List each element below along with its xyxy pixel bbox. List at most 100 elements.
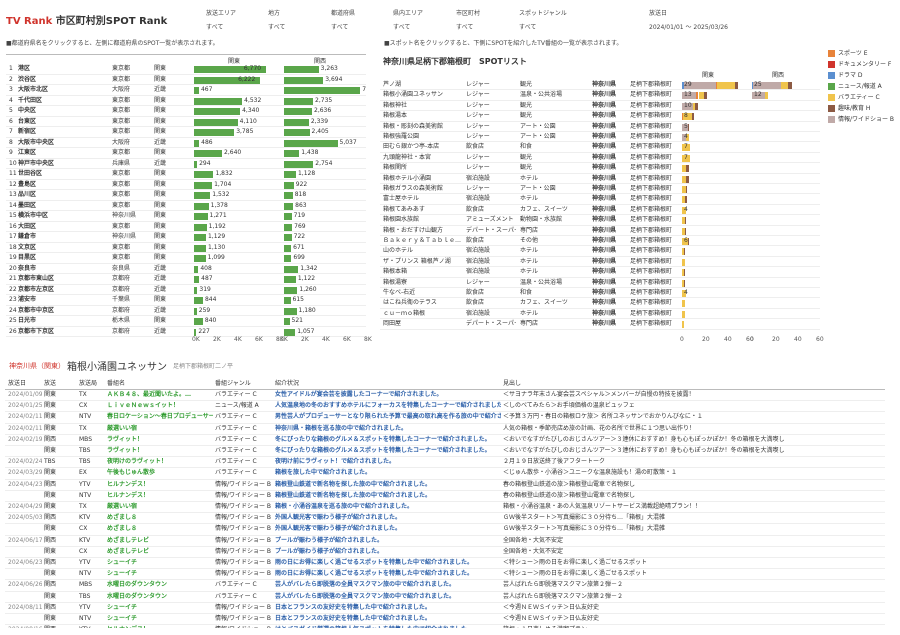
spot-row[interactable]: 箱根小涌園ユネッサン レジャー 温泉・公共浴場 神奈川県 足柄下郡箱根町 13 12: [380, 90, 820, 101]
city-name[interactable]: 江東区: [18, 149, 37, 156]
legend-item[interactable]: ドラマ D: [828, 72, 894, 83]
filter-1[interactable]: 地方 すべて: [268, 8, 285, 31]
spot-name[interactable]: ザ・プリンス 箱根芦ノ湖: [383, 257, 451, 265]
legend-item[interactable]: ニュース/報道 A: [828, 83, 894, 94]
spot-name[interactable]: 箱根小涌園ユネッサン: [383, 91, 444, 99]
detail-row[interactable]: 2024/06/26 関西 MBS 水曜日のダウンタウン バラエティー C 芸人がバレたら…: [5, 580, 885, 592]
rank-row[interactable]: 18 文京区 東京都 関東 1,130 671: [6, 243, 366, 253]
spot-name[interactable]: 富士屋ホテル: [383, 195, 420, 203]
city-name[interactable]: 神戸市中央区: [18, 159, 55, 167]
program-name[interactable]: シューイチ: [107, 603, 138, 611]
rank-row[interactable]: 6 台東区 東京都 関東 4,110 2,339: [6, 117, 366, 127]
rank-row[interactable]: 5 中央区 東京都 関東 4,340 2,636: [6, 106, 366, 117]
city-name[interactable]: 豊島区: [18, 180, 37, 188]
spot-row[interactable]: はこね兵衛のテラス 飲食店 カフェ、スイーツ 神奈川県 足柄下郡箱根町: [380, 298, 820, 309]
detail-row[interactable]: 2024/01/09 関東 TX ＡＫＢ４８、最近聞いたよ。… バラエティー C 女性アイ…: [5, 390, 885, 402]
spot-row[interactable]: ザ・プリンス 箱根芦ノ湖 宿泊施設 ホテル 神奈川県 足柄下郡箱根町: [380, 257, 820, 268]
program-name[interactable]: めざまし８: [107, 525, 138, 533]
rank-row[interactable]: 25 日光市 栃木県 関東 840 521: [6, 316, 366, 327]
detail-row[interactable]: 関東 NTV シューイチ 情報/ワイドショー B 日本とフランスの友好史を特集した中で紹…: [5, 614, 885, 626]
legend-item[interactable]: 情報/ワイドショー B: [828, 116, 894, 127]
city-name[interactable]: 港区: [18, 65, 31, 72]
spot-row[interactable]: 箱根関所 レジャー 観光 神奈川県 足柄下郡箱根町: [380, 163, 820, 174]
city-name[interactable]: 目黒区: [18, 254, 37, 261]
program-name[interactable]: ヒルナンデス！: [107, 480, 150, 488]
program-name[interactable]: ラヴィット！: [107, 447, 144, 454]
filter-value[interactable]: すべて: [456, 24, 474, 31]
city-name[interactable]: 浦安市: [18, 296, 37, 303]
rank-row[interactable]: 20 奈良市 奈良県 近畿 408 1,342: [6, 264, 366, 274]
filter-value[interactable]: すべて: [331, 24, 349, 31]
detail-row[interactable]: 2024/04/29 関東 TX 厳選いい宿 情報/ワイドショー B 箱根・小涌谷温泉を巡…: [5, 502, 885, 514]
spot-row[interactable]: 牛なべ-右近 飲食店 和食 神奈川県 足柄下郡箱根町 4: [380, 288, 820, 299]
rank-row[interactable]: 13 品川区 東京都 関東 1,532 818: [6, 190, 366, 201]
program-name[interactable]: 厳選いい宿: [107, 503, 138, 510]
spot-row[interactable]: 箱根・彫刻の森美術館 レジャー アート・公園 神奈川県 足柄下郡箱根町 5: [380, 122, 820, 132]
filter-value[interactable]: すべて: [393, 24, 411, 31]
detail-row[interactable]: 2024/05/03 関西 KTV めざまし８ 情報/ワイドショー B 外国人観光客で賑わ…: [5, 513, 885, 525]
detail-row[interactable]: 2024/04/23 関西 YTV ヒルナンデス！ 情報/ワイドショー B 箱根登山鉄道で…: [5, 480, 885, 491]
spot-row[interactable]: 箱根ガラスの森美術館 レジャー アート・公園 神奈川県 足柄下郡箱根町: [380, 184, 820, 195]
spot-name[interactable]: 箱根神社: [383, 101, 408, 109]
filter-2[interactable]: 都道府県 すべて: [331, 8, 355, 31]
spot-name[interactable]: 山のホテル: [383, 247, 414, 255]
spot-name[interactable]: 芦ノ湖: [383, 81, 402, 88]
rank-row[interactable]: 22 京都市左京区 京都府 近畿 319 1,260: [6, 285, 366, 295]
spot-row[interactable]: 箱根湯寮 レジャー 温泉・公共浴場 神奈川県 足柄下郡箱根町: [380, 278, 820, 288]
spot-row[interactable]: 箱根てあみあす 飲食店 カフェ、スイーツ 神奈川県 足柄下郡箱根町 4: [380, 205, 820, 216]
program-name[interactable]: ヒルナンデス！: [107, 625, 213, 628]
spot-row[interactable]: 岡田屋 デパート・スーパー 専門店 神奈川県 足柄下郡箱根町: [380, 319, 820, 330]
spot-row[interactable]: 箱根湯本 レジャー 観光 神奈川県 足柄下郡箱根町 8: [380, 111, 820, 122]
program-name[interactable]: シューイチ: [107, 615, 138, 622]
spot-row[interactable]: 箱根本箱 宿泊施設 ホテル 神奈川県 足柄下郡箱根町: [380, 267, 820, 278]
program-name[interactable]: 水曜日のダウンタウン: [107, 592, 168, 600]
city-name[interactable]: 日光市: [18, 317, 37, 324]
city-name[interactable]: 京都市下京区: [18, 327, 55, 335]
detail-row[interactable]: 2024/03/29 関東 EX 午後もじゅん散歩 バラエティー C 箱根を旅した中で紹介…: [5, 468, 885, 480]
spot-row[interactable]: 芦ノ湖 レジャー 観光 神奈川県 足柄下郡箱根町 29 25: [380, 80, 820, 91]
spot-name[interactable]: 岡田屋: [383, 320, 402, 328]
city-name[interactable]: 渋谷区: [18, 75, 37, 83]
spot-row[interactable]: 富士屋ホテル 宿泊施設 ホテル 神奈川県 足柄下郡箱根町: [380, 194, 820, 205]
detail-row[interactable]: 関東 CX めざましテレビ 情報/ワイドショー B プールが賑わう様子が紹介されました。…: [5, 547, 885, 558]
detail-row[interactable]: 2024/02/11 関東 TX 厳選いい宿 バラエティー C 神奈川県・箱根を巡る旅の中…: [5, 424, 885, 435]
program-name[interactable]: 水曜日のダウンタウン: [107, 581, 168, 589]
spot-row[interactable]: ｃｕ－ｍｏ箱根 宿泊施設 ホテル 神奈川県 足柄下郡箱根町: [380, 309, 820, 320]
filter-6[interactable]: 放送日 2024/01/01 〜 2025/03/26: [649, 8, 728, 31]
rank-row[interactable]: 2 渋谷区 東京都 関東 6,222 3,694: [6, 75, 366, 85]
city-name[interactable]: 千代田区: [18, 96, 43, 104]
spot-row[interactable]: 箱根ホテル小涌園 宿泊施設 ホテル 神奈川県 足柄下郡箱根町: [380, 174, 820, 184]
rank-row[interactable]: 11 世田谷区 東京都 関東 1,832 1,128: [6, 169, 366, 180]
rank-row[interactable]: 19 目黒区 東京都 関東 1,099 699: [6, 253, 366, 264]
program-name[interactable]: 夜明けのラヴィット！: [107, 458, 168, 466]
spot-name[interactable]: ｃｕ－ｍｏ箱根: [383, 309, 426, 317]
program-name[interactable]: ラヴィット！: [107, 435, 144, 443]
spot-name[interactable]: 箱根ガラスの森美術館: [383, 185, 443, 192]
program-name[interactable]: 厳選いい宿: [107, 424, 138, 432]
rank-row[interactable]: 1 港区 東京都 関東 6,770 3,263: [6, 64, 366, 75]
program-name[interactable]: ヒルナンデス！: [107, 491, 150, 499]
spot-name[interactable]: Ｂａｋｅｒｙ＆Ｔａｂｌｅ…: [383, 237, 462, 244]
detail-row[interactable]: 2024/06/23 関西 YTV シューイチ 情報/ワイドショー B 雨の日にお得に楽し…: [5, 558, 885, 570]
legend-item[interactable]: スポーツ E: [828, 50, 894, 61]
city-name[interactable]: 京都市左京区: [18, 285, 55, 293]
program-name[interactable]: めざまし８: [107, 514, 138, 522]
detail-row[interactable]: 2024/02/19 関西 MBS ラヴィット！ バラエティー C 冬にぴったりな箱根のグ…: [5, 435, 885, 446]
city-name[interactable]: 世田谷区: [18, 170, 43, 177]
legend-item[interactable]: バラエティー C: [828, 94, 894, 105]
city-name[interactable]: 大阪市北区: [18, 86, 49, 93]
detail-row[interactable]: 関東 NTV ヒルナンデス！ 情報/ワイドショー B 箱根登山鉄道で新名物を探した旅の中…: [5, 491, 885, 502]
spot-name[interactable]: 箱根本箱: [383, 268, 408, 276]
detail-row[interactable]: 2024/01/25 関東 CX ＬｉｖｅＮｅｗｓイット！ ニュース/報道 A 人気温泉地…: [5, 401, 885, 413]
spot-name[interactable]: 箱根湯本: [383, 112, 408, 120]
program-name[interactable]: ＡＫＢ４８、最近聞いたよ。…: [107, 391, 192, 398]
spot-row[interactable]: 箱根園水族館 アミューズメント 動物園・水族館 神奈川県 足柄下郡箱根町: [380, 215, 820, 226]
rank-row[interactable]: 16 大田区 東京都 関東 1,192 769: [6, 222, 366, 232]
spot-name[interactable]: 箱根園水族館: [383, 216, 420, 224]
spot-name[interactable]: 箱根関所: [383, 164, 408, 172]
rank-row[interactable]: 10 神戸市中央区 兵庫県 近畿 294 2,754: [6, 159, 366, 169]
rank-row[interactable]: 8 大阪市中央区 大阪府 近畿 486 5,037: [6, 138, 366, 148]
spot-name[interactable]: 九頭龍神社・本宮: [383, 153, 432, 161]
program-name[interactable]: シューイチ: [107, 559, 138, 566]
